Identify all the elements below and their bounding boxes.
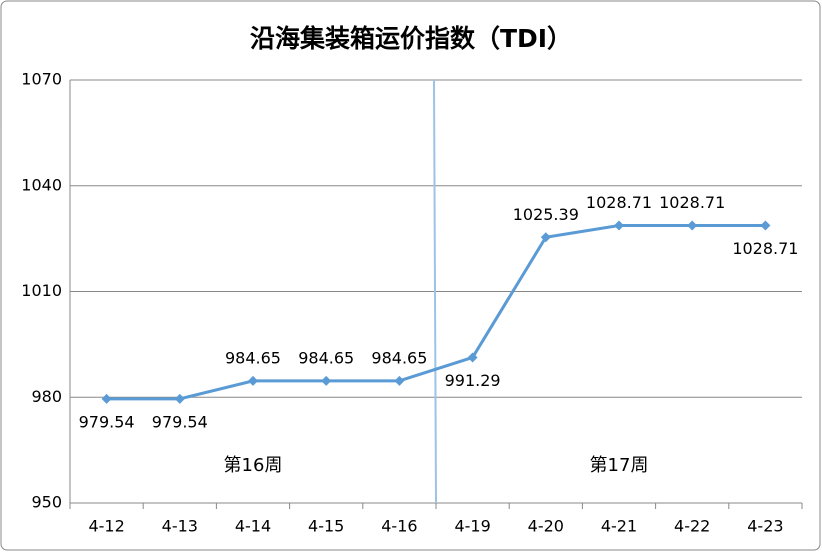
x-tick-label: 4-23 xyxy=(747,517,783,536)
data-point xyxy=(101,393,112,404)
data-point xyxy=(687,220,698,231)
week-label: 第17周 xyxy=(590,455,649,476)
data-point xyxy=(248,375,258,386)
data-label: 984.65 xyxy=(225,348,281,367)
data-point xyxy=(321,375,332,386)
x-tick-label: 4-19 xyxy=(454,517,490,536)
data-label: 1028.71 xyxy=(659,193,725,212)
data-point xyxy=(540,232,551,243)
data-point xyxy=(760,220,771,231)
data-point xyxy=(394,375,405,386)
data-point xyxy=(174,393,185,404)
data-point xyxy=(467,352,478,363)
x-tick-label: 4-15 xyxy=(308,517,344,536)
data-label: 1028.71 xyxy=(586,193,652,212)
y-tick-label: 1070 xyxy=(21,70,62,89)
data-label: 979.54 xyxy=(152,412,208,431)
x-tick-label: 4-21 xyxy=(601,517,637,536)
data-label: 984.65 xyxy=(371,348,427,367)
data-label: 984.65 xyxy=(298,348,354,367)
x-tick-label: 4-13 xyxy=(162,517,198,536)
data-label: 991.29 xyxy=(445,371,501,390)
x-tick-label: 4-22 xyxy=(674,517,710,536)
week-label: 第16周 xyxy=(224,455,283,476)
x-tick-label: 4-20 xyxy=(528,517,564,536)
x-tick-label: 4-12 xyxy=(88,517,124,536)
chart-title: 沿海集装箱运价指数（TDI） xyxy=(250,24,572,53)
data-label: 1028.71 xyxy=(732,239,798,258)
data-point xyxy=(614,220,624,231)
data-label: 1025.39 xyxy=(513,205,579,224)
y-tick-label: 1010 xyxy=(21,281,62,300)
y-tick-label: 1040 xyxy=(21,175,62,194)
y-tick-label: 950 xyxy=(31,493,62,512)
data-line xyxy=(106,224,766,401)
week-separator xyxy=(433,79,437,504)
data-label: 979.54 xyxy=(79,412,135,431)
y-tick-label: 980 xyxy=(31,387,62,406)
x-tick-label: 4-14 xyxy=(235,517,271,536)
x-tick-label: 4-16 xyxy=(381,517,417,536)
